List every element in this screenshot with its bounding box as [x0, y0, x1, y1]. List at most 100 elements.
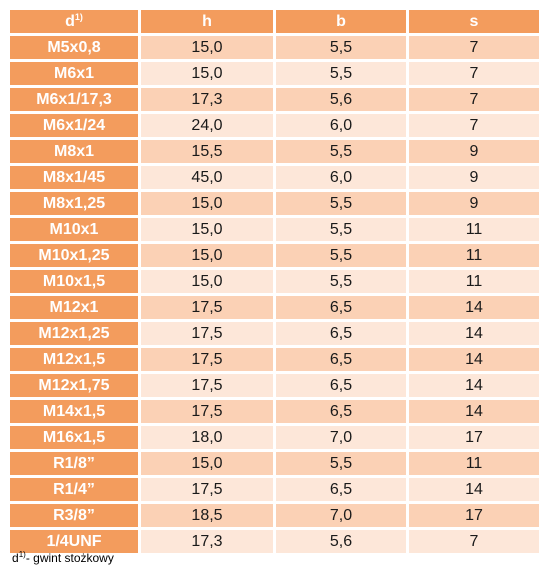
- b-value-cell: 7,0: [276, 504, 406, 527]
- header-row: d1) h b s: [10, 10, 539, 33]
- s-value-cell: 9: [409, 192, 539, 215]
- s-value-cell: 14: [409, 296, 539, 319]
- thread-designation-cell: 1/4UNF: [10, 530, 138, 553]
- h-value-cell: 17,5: [141, 348, 273, 371]
- b-value-cell: 6,0: [276, 114, 406, 137]
- thread-designation-cell: M16x1,5: [10, 426, 138, 449]
- footnote: d1)- gwint stożkowy: [12, 550, 114, 565]
- thread-spec-table: d1) h b s M5x0,8 15,0 5,5 7 M6x1 15,0 5,5 7 M6x1…: [7, 7, 542, 556]
- header-s: s: [409, 10, 539, 33]
- table-row: R1/8” 15,0 5,5 11: [10, 452, 539, 475]
- b-value-cell: 5,5: [276, 36, 406, 59]
- table-row: M8x1,25 15,0 5,5 9: [10, 192, 539, 215]
- h-value-cell: 18,0: [141, 426, 273, 449]
- b-value-cell: 5,5: [276, 140, 406, 163]
- b-value-cell: 6,5: [276, 478, 406, 501]
- b-value-cell: 6,5: [276, 296, 406, 319]
- table-row: M8x1 15,5 5,5 9: [10, 140, 539, 163]
- h-value-cell: 17,5: [141, 322, 273, 345]
- table-row: M12x1,75 17,5 6,5 14: [10, 374, 539, 397]
- h-value-cell: 15,0: [141, 62, 273, 85]
- thread-designation-cell: R1/8”: [10, 452, 138, 475]
- thread-designation-cell: M10x1: [10, 218, 138, 241]
- s-value-cell: 9: [409, 166, 539, 189]
- s-value-cell: 7: [409, 114, 539, 137]
- thread-designation-cell: M5x0,8: [10, 36, 138, 59]
- table-body: M5x0,8 15,0 5,5 7 M6x1 15,0 5,5 7 M6x1/17,3 17,3 5…: [10, 36, 539, 553]
- table-row: M12x1 17,5 6,5 14: [10, 296, 539, 319]
- b-value-cell: 6,5: [276, 400, 406, 423]
- header-h: h: [141, 10, 273, 33]
- h-value-cell: 17,5: [141, 478, 273, 501]
- b-value-cell: 6,5: [276, 348, 406, 371]
- table-row: M10x1 15,0 5,5 11: [10, 218, 539, 241]
- h-value-cell: 15,0: [141, 218, 273, 241]
- table-row: 1/4UNF 17,3 5,6 7: [10, 530, 539, 553]
- table-row: M10x1,25 15,0 5,5 11: [10, 244, 539, 267]
- footnote-d: d: [12, 551, 19, 565]
- h-value-cell: 17,5: [141, 400, 273, 423]
- s-value-cell: 14: [409, 322, 539, 345]
- thread-designation-cell: M12x1,75: [10, 374, 138, 397]
- table-row: M6x1/17,3 17,3 5,6 7: [10, 88, 539, 111]
- h-value-cell: 24,0: [141, 114, 273, 137]
- s-value-cell: 11: [409, 218, 539, 241]
- b-value-cell: 5,5: [276, 62, 406, 85]
- thread-designation-cell: M8x1: [10, 140, 138, 163]
- h-value-cell: 15,0: [141, 270, 273, 293]
- s-value-cell: 11: [409, 244, 539, 267]
- header-b: b: [276, 10, 406, 33]
- thread-designation-cell: M14x1,5: [10, 400, 138, 423]
- thread-designation-cell: M12x1,25: [10, 322, 138, 345]
- s-value-cell: 14: [409, 374, 539, 397]
- h-value-cell: 15,5: [141, 140, 273, 163]
- s-value-cell: 14: [409, 400, 539, 423]
- s-value-cell: 7: [409, 62, 539, 85]
- b-value-cell: 6,5: [276, 322, 406, 345]
- h-value-cell: 17,5: [141, 296, 273, 319]
- b-value-cell: 5,5: [276, 218, 406, 241]
- thread-designation-cell: R3/8”: [10, 504, 138, 527]
- table-row: M16x1,5 18,0 7,0 17: [10, 426, 539, 449]
- b-value-cell: 7,0: [276, 426, 406, 449]
- table-row: M12x1,5 17,5 6,5 14: [10, 348, 539, 371]
- b-value-cell: 5,5: [276, 192, 406, 215]
- s-value-cell: 7: [409, 36, 539, 59]
- b-value-cell: 5,5: [276, 244, 406, 267]
- h-value-cell: 45,0: [141, 166, 273, 189]
- b-value-cell: 5,6: [276, 88, 406, 111]
- thread-designation-cell: M8x1/45: [10, 166, 138, 189]
- b-value-cell: 6,5: [276, 374, 406, 397]
- thread-designation-cell: M10x1,25: [10, 244, 138, 267]
- h-value-cell: 15,0: [141, 36, 273, 59]
- s-value-cell: 17: [409, 426, 539, 449]
- thread-designation-cell: M12x1,5: [10, 348, 138, 371]
- s-value-cell: 17: [409, 504, 539, 527]
- s-value-cell: 7: [409, 530, 539, 553]
- thread-designation-cell: M6x1: [10, 62, 138, 85]
- s-value-cell: 11: [409, 452, 539, 475]
- b-value-cell: 5,5: [276, 452, 406, 475]
- s-value-cell: 11: [409, 270, 539, 293]
- header-d: d1): [10, 10, 138, 33]
- thread-designation-cell: M6x1/24: [10, 114, 138, 137]
- s-value-cell: 14: [409, 348, 539, 371]
- h-value-cell: 17,3: [141, 530, 273, 553]
- h-value-cell: 15,0: [141, 192, 273, 215]
- table-row: M10x1,5 15,0 5,5 11: [10, 270, 539, 293]
- footnote-sup: 1): [18, 550, 26, 559]
- table-row: M6x1 15,0 5,5 7: [10, 62, 539, 85]
- table-row: M5x0,8 15,0 5,5 7: [10, 36, 539, 59]
- h-value-cell: 18,5: [141, 504, 273, 527]
- table-row: M6x1/24 24,0 6,0 7: [10, 114, 539, 137]
- table-row: M12x1,25 17,5 6,5 14: [10, 322, 539, 345]
- footnote-text: - gwint stożkowy: [25, 551, 114, 565]
- thread-designation-cell: M8x1,25: [10, 192, 138, 215]
- h-value-cell: 17,3: [141, 88, 273, 111]
- header-d-sup: 1): [74, 11, 83, 22]
- table-row: R1/4” 17,5 6,5 14: [10, 478, 539, 501]
- s-value-cell: 7: [409, 88, 539, 111]
- b-value-cell: 5,5: [276, 270, 406, 293]
- header-d-label: d: [65, 12, 75, 30]
- s-value-cell: 9: [409, 140, 539, 163]
